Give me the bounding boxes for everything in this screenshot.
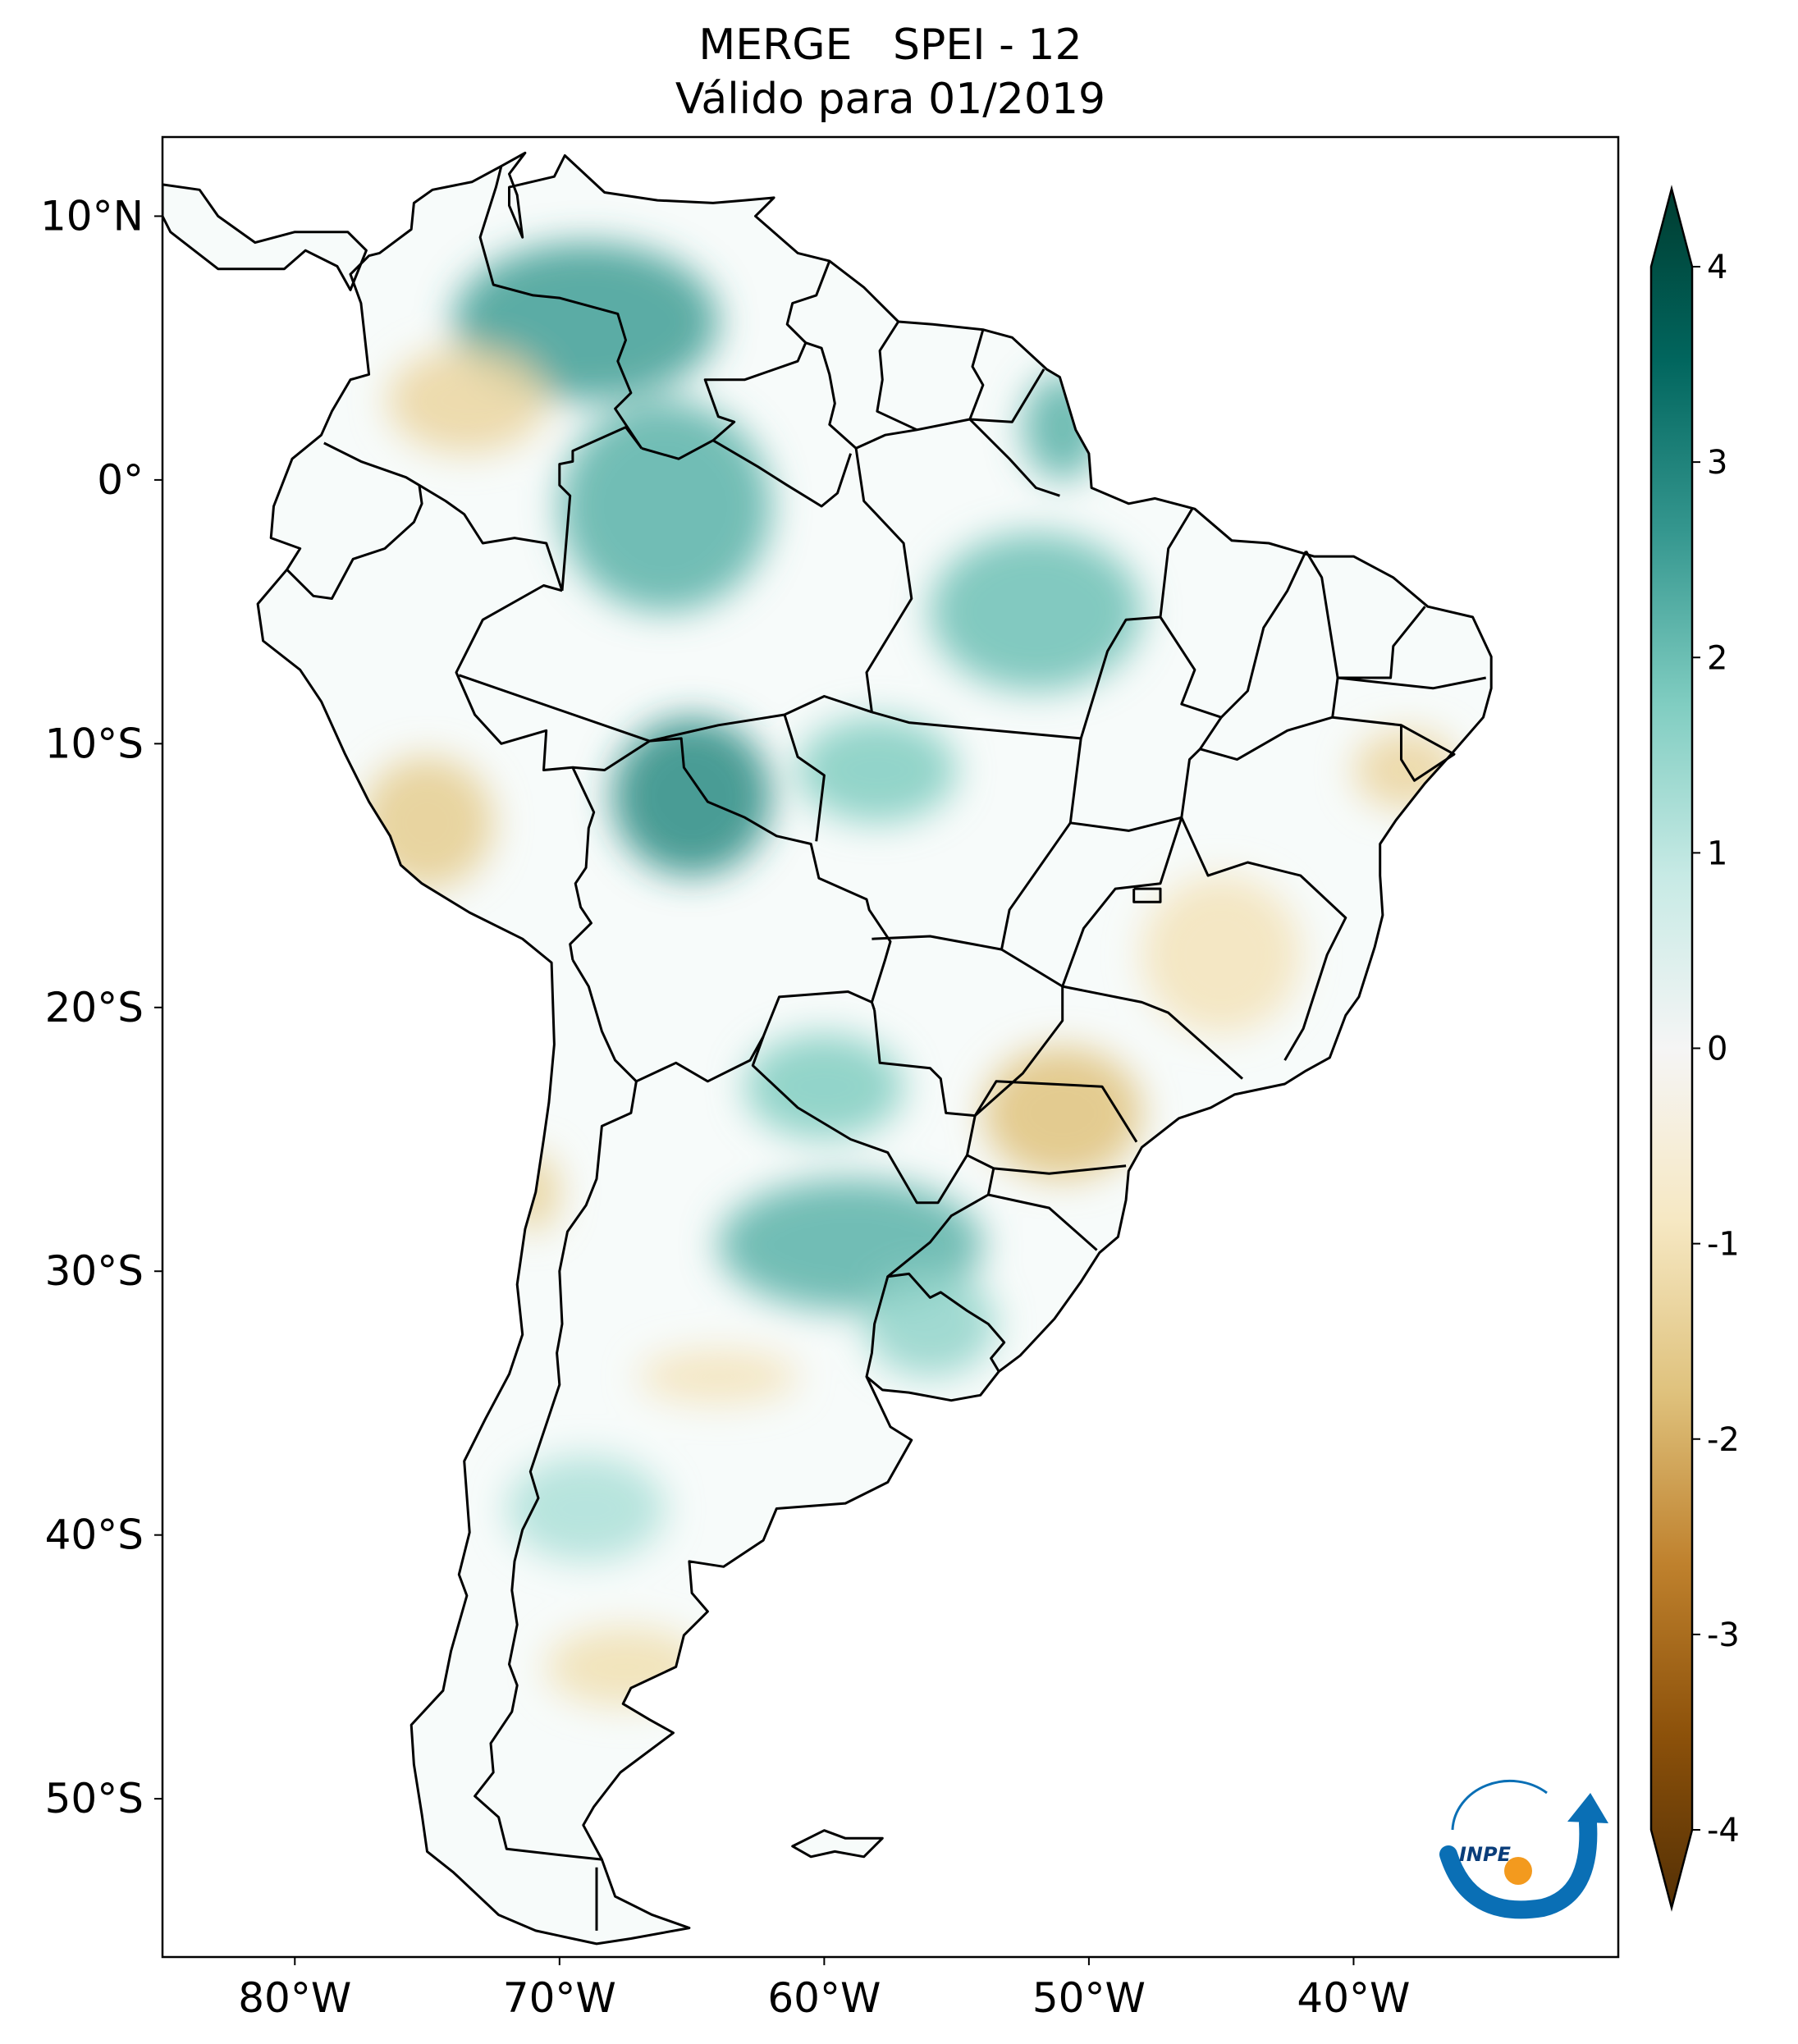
border-guyana-suriname: [876, 321, 917, 432]
colorbar-tick-label: -4: [1707, 1812, 1740, 1850]
state-goias-minas: [1062, 985, 1243, 1080]
lat-tick-label: 10°N: [40, 192, 144, 240]
state-rondonia-mato-grosso: [783, 714, 826, 842]
logo-lettering: INPE: [1459, 1843, 1512, 1866]
border-ecuador-peru: [286, 485, 423, 600]
inpe-logo: INPE: [1439, 1779, 1608, 1919]
state-ceara-rn-pb-pe: [1336, 606, 1486, 690]
state-tocantins-goias-bahia: [1068, 616, 1223, 832]
anomaly-uruguay-wet: [863, 1271, 997, 1377]
spei-anomaly-field: [360, 242, 1460, 1707]
state-pe-al-se-ba: [1332, 716, 1456, 782]
border-argentina-brazil-uruguay: [886, 1154, 1006, 1373]
border-colombia-ecuador-peru: [323, 441, 564, 592]
colorbar-tick-label: 1: [1707, 835, 1727, 872]
map-plot-area: [161, 135, 1620, 1959]
anomaly-northern-colombia-venezuela-wet: [453, 242, 719, 401]
state-amazonas-para: [854, 448, 913, 712]
logo-arrow-head: [1567, 1793, 1608, 1823]
logo-dot: [1504, 1857, 1532, 1885]
lat-tick-label: 50°S: [45, 1775, 144, 1822]
lon-tick-label: 80°W: [238, 1974, 351, 2022]
border-bolivia-chile-argentina-paraguay: [571, 959, 873, 1083]
anomaly-para-central-wet: [930, 533, 1142, 692]
map-frame: [161, 135, 1620, 1959]
border-falklands: [791, 1829, 884, 1859]
anomaly-patagonia-north-wet: [506, 1456, 666, 1562]
border-coastline: [256, 151, 1493, 1946]
border-suriname-guiana: [968, 329, 985, 420]
colorbar-tick-label: 4: [1707, 249, 1727, 286]
border-uruguay-argentina: [865, 1276, 890, 1378]
logo-orbit-arc: [1451, 1779, 1548, 1831]
longitude-axis: 80°W 70°W 60°W 50°W 40°W: [238, 1957, 1410, 2022]
logo-swoosh-arc: [1439, 1814, 1598, 1919]
anomaly-minas-gerais-dry: [1141, 876, 1301, 1034]
anomaly-mato-grosso-wet: [798, 717, 957, 823]
colorbar-tick-label: -1: [1707, 1226, 1740, 1264]
border-colombia-venezuela: [478, 166, 643, 450]
lat-tick-label: 10°S: [45, 720, 144, 767]
state-mt-ms: [872, 935, 1002, 951]
lon-tick-label: 50°W: [1032, 1974, 1146, 2022]
border-brazil-bolivia: [572, 737, 892, 1011]
lat-tick-label: 20°S: [45, 984, 144, 1031]
state-mato-grosso-goias-ms: [1000, 816, 1183, 988]
title-line-2: Válido para 01/2019: [675, 75, 1106, 124]
anomaly-parana-sao-paulo-dry: [982, 1047, 1142, 1179]
state-para-tocantins-maranhao: [1079, 508, 1193, 739]
latitude-axis: 10°N 0° 10°S 20°S 30°S 40°S 50°S: [40, 192, 162, 1822]
lat-tick-label: 30°S: [45, 1247, 144, 1295]
colorbar-ticks: 4 3 2 1 0 -1 -2 -3 -4: [1692, 249, 1740, 1850]
state-roraima-amazonas: [712, 439, 853, 508]
lon-tick-label: 40°W: [1297, 1974, 1410, 2022]
lat-tick-label: 0°: [97, 456, 144, 504]
border-chile-argentina: [474, 1081, 638, 1861]
federal-district: [1132, 887, 1162, 903]
lon-tick-label: 70°W: [503, 1974, 616, 2022]
state-minas-bahia-es: [1180, 816, 1347, 1061]
anomaly-la-pampa-dry: [638, 1350, 798, 1403]
lon-tick-label: 60°W: [767, 1974, 881, 2022]
anomaly-amazonas-west-wet: [559, 400, 771, 612]
anomaly-paraguay-chaco-wet: [744, 1033, 904, 1140]
anomaly-colombia-south-dry: [387, 348, 547, 454]
colorbar-tick-label: -3: [1707, 1616, 1740, 1654]
state-sc-rs: [987, 1193, 1098, 1251]
state-amazonas-acre-rondonia: [458, 674, 872, 743]
lat-tick-label: 40°S: [45, 1511, 144, 1559]
anomaly-bolivia-north-wet: [612, 717, 771, 876]
state-maranhao-piaui: [1220, 551, 1307, 719]
colorbar-tick-label: -2: [1707, 1421, 1740, 1459]
colorbar: 4 3 2 1 0 -1 -2 -3 -4: [1649, 185, 1740, 1912]
country-borders: [162, 151, 1493, 1946]
colorbar-tick-label: 2: [1707, 639, 1727, 677]
map-title: MERGE SPEI - 12 Válido para 01/2019: [162, 18, 1618, 126]
border-colombia-brazil: [558, 426, 643, 592]
colorbar-tick-label: 3: [1707, 444, 1727, 482]
border-paraguay-argentina: [751, 1036, 968, 1205]
title-line-1: MERGE SPEI - 12: [698, 21, 1082, 70]
state-para-mato-grosso: [871, 711, 1082, 740]
state-pr-sc-rs: [993, 1164, 1127, 1175]
state-amapa-para: [968, 418, 1060, 497]
colorbar-tick-label: 0: [1707, 1031, 1727, 1068]
colorbar-body: [1649, 185, 1694, 1912]
border-central-america: [162, 183, 368, 291]
state-ms-sp-pr: [973, 986, 1138, 1143]
